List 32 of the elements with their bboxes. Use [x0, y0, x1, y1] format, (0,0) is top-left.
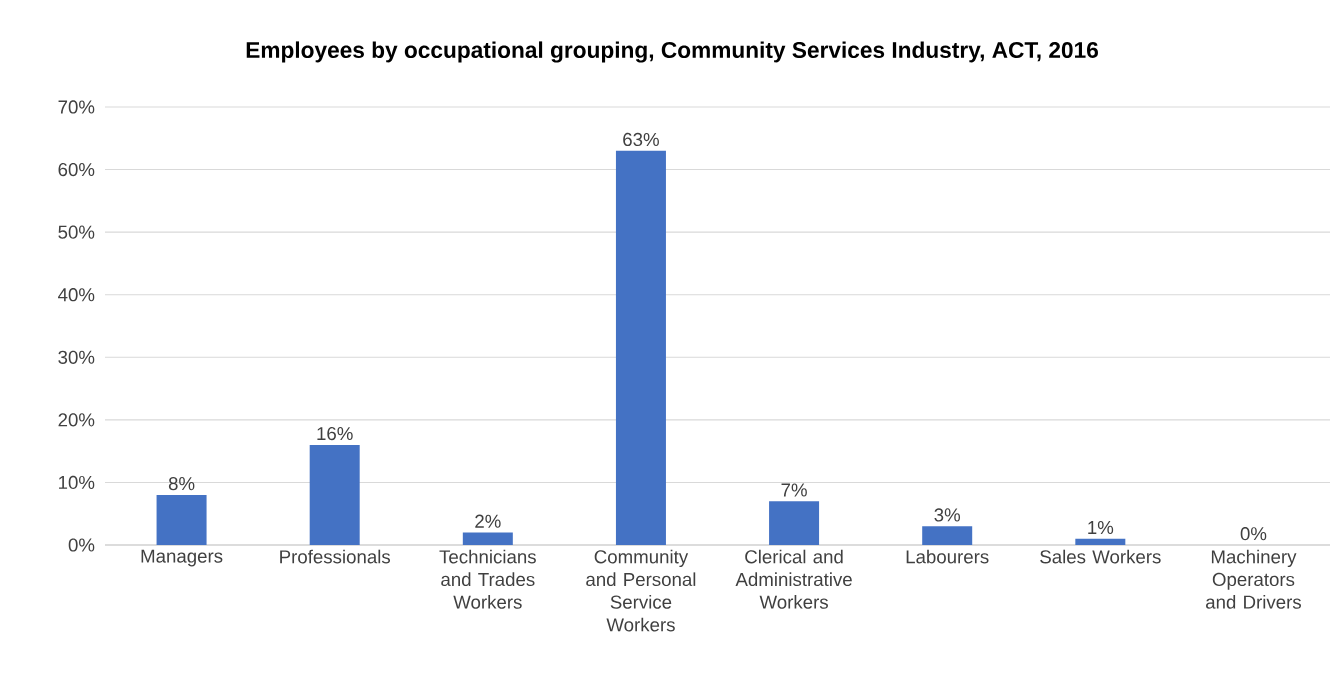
bar — [309, 444, 360, 545]
x-tick-label: Sales Workers — [1040, 549, 1161, 564]
x-tick-label: Machinery Operators and Drivers — [1206, 549, 1301, 609]
bar — [615, 150, 666, 545]
x-tick-label: Clerical and Administrative Workers — [735, 549, 852, 609]
data-label: 63% — [623, 132, 659, 147]
data-label: 7% — [781, 483, 807, 497]
y-tick-label: 10% — [59, 475, 95, 490]
y-tick-label: 60% — [58, 162, 95, 177]
x-tick-label: Labourers — [906, 549, 989, 564]
data-label: 3% — [934, 508, 961, 522]
data-label: 8% — [168, 477, 195, 491]
data-label: 0% — [1240, 527, 1267, 541]
y-tick-label: 20% — [58, 413, 95, 427]
x-tick-label: Professionals — [280, 549, 391, 564]
data-label: 2% — [475, 514, 501, 528]
y-tick-label: 70% — [58, 100, 95, 114]
y-tick-label: 0% — [68, 538, 95, 552]
data-label: 1% — [1088, 520, 1114, 535]
bar — [156, 494, 207, 545]
bar — [462, 532, 513, 545]
y-tick-label: 40% — [58, 288, 95, 302]
bar — [769, 501, 820, 545]
x-tick-label: Technicians and Trades Workers — [439, 549, 536, 609]
y-tick-label: 50% — [58, 225, 95, 239]
data-label: 16% — [317, 426, 353, 441]
x-tick-label: Managers — [141, 549, 223, 567]
y-tick-label: 30% — [58, 350, 95, 364]
bar — [1075, 538, 1126, 545]
chart-title: Employees by occupational grouping, Community Services Industry, ACT, 2016 — [246, 41, 1098, 63]
bar — [922, 526, 973, 545]
x-tick-label: Community and Personal Service Workers — [586, 549, 696, 632]
